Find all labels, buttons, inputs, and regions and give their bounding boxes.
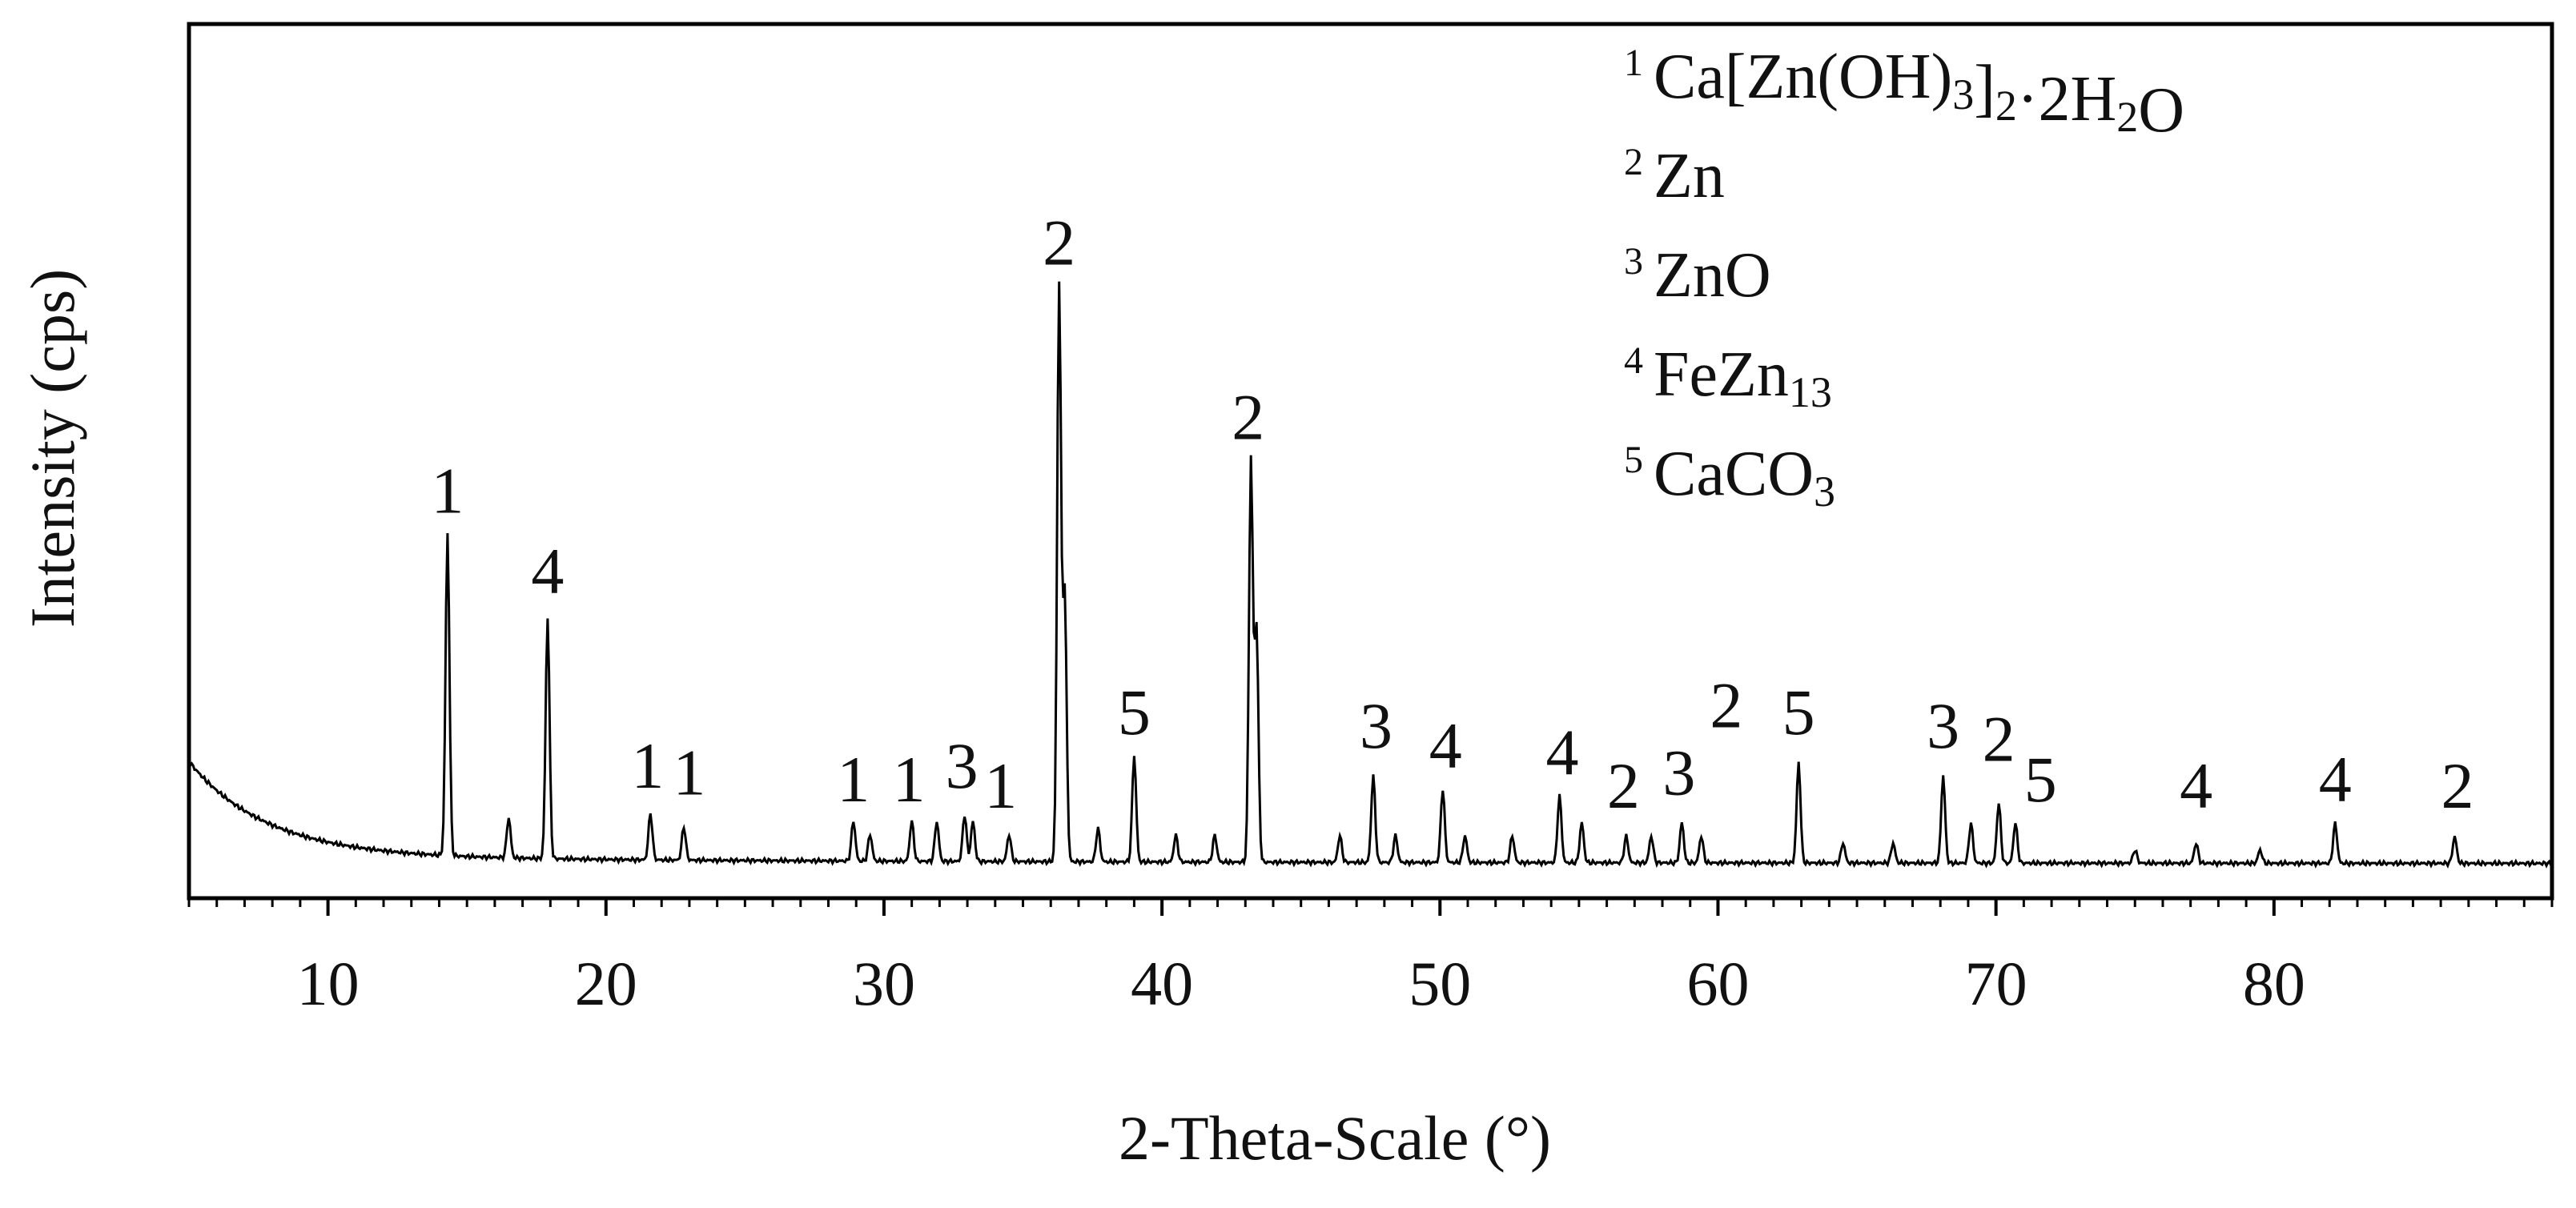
legend-entry: Zn [1654, 141, 1725, 211]
legend-entry: ZnO [1654, 240, 1771, 311]
x-tick-label: 20 [575, 949, 637, 1018]
x-axis-ticks: 10 20 30 40 50 60 70 80 [187, 898, 2554, 1018]
peak-label: 1 [893, 743, 926, 816]
x-tick-label: 10 [297, 949, 360, 1018]
peak-label: 1 [984, 749, 1017, 822]
peak-label: 4 [2180, 749, 2212, 822]
peak-label: 4 [2319, 743, 2352, 816]
peak-label: 1 [837, 743, 870, 816]
peak-label: 2 [1043, 206, 1075, 279]
x-axis-title: 2-Theta-Scale (°) [1119, 1103, 1551, 1173]
peak-label: 1 [631, 729, 664, 802]
peak-label: 1 [673, 736, 705, 809]
x-tick-label: 80 [2243, 949, 2305, 1018]
legend-entry: CaCO3 [1654, 439, 1835, 516]
legend-number: 5 [1624, 439, 1643, 481]
diffraction-trace [187, 281, 2553, 869]
peak-label: 2 [2441, 749, 2474, 822]
legend-number: 3 [1624, 240, 1643, 283]
legend-number: 4 [1624, 339, 1643, 382]
y-axis-title: Intensity (cps) [18, 269, 87, 628]
x-tick-label: 70 [1965, 949, 2027, 1018]
peak-label: 3 [946, 729, 979, 802]
x-tick-label: 30 [853, 949, 915, 1018]
x-tick-label: 40 [1131, 949, 1193, 1018]
peak-label: 2 [1710, 669, 1742, 742]
peak-label: 3 [1662, 736, 1695, 809]
x-tick-label: 60 [1686, 949, 1749, 1018]
peak-label: 5 [2024, 743, 2057, 816]
plot-frame [187, 22, 2554, 901]
peak-label: 5 [1118, 676, 1151, 748]
x-tick-label: 50 [1409, 949, 1471, 1018]
legend: 1 Ca[Zn(OH)3]2·2H2O 2 Zn 3 ZnO 4 FeZn13 5 CaCO3 [1624, 42, 2184, 516]
peak-label: 2 [1607, 749, 1640, 822]
peak-label: 1 [431, 454, 464, 527]
legend-entry: Ca[Zn(OH)3]2·2H2O [1654, 42, 2184, 146]
legend-number: 2 [1624, 141, 1643, 183]
peak-label: 5 [1782, 676, 1815, 748]
peak-label: 2 [1983, 703, 2015, 776]
peak-label: 3 [1927, 689, 1959, 762]
legend-entry: FeZn13 [1654, 339, 1832, 416]
peak-label: 3 [1360, 689, 1392, 762]
peak-label: 4 [1546, 716, 1579, 789]
peak-label: 2 [1232, 380, 1264, 453]
peak-label: 4 [1429, 709, 1462, 782]
plot-area [187, 22, 2554, 901]
peak-label: 4 [531, 535, 564, 608]
legend-number: 1 [1624, 42, 1643, 84]
